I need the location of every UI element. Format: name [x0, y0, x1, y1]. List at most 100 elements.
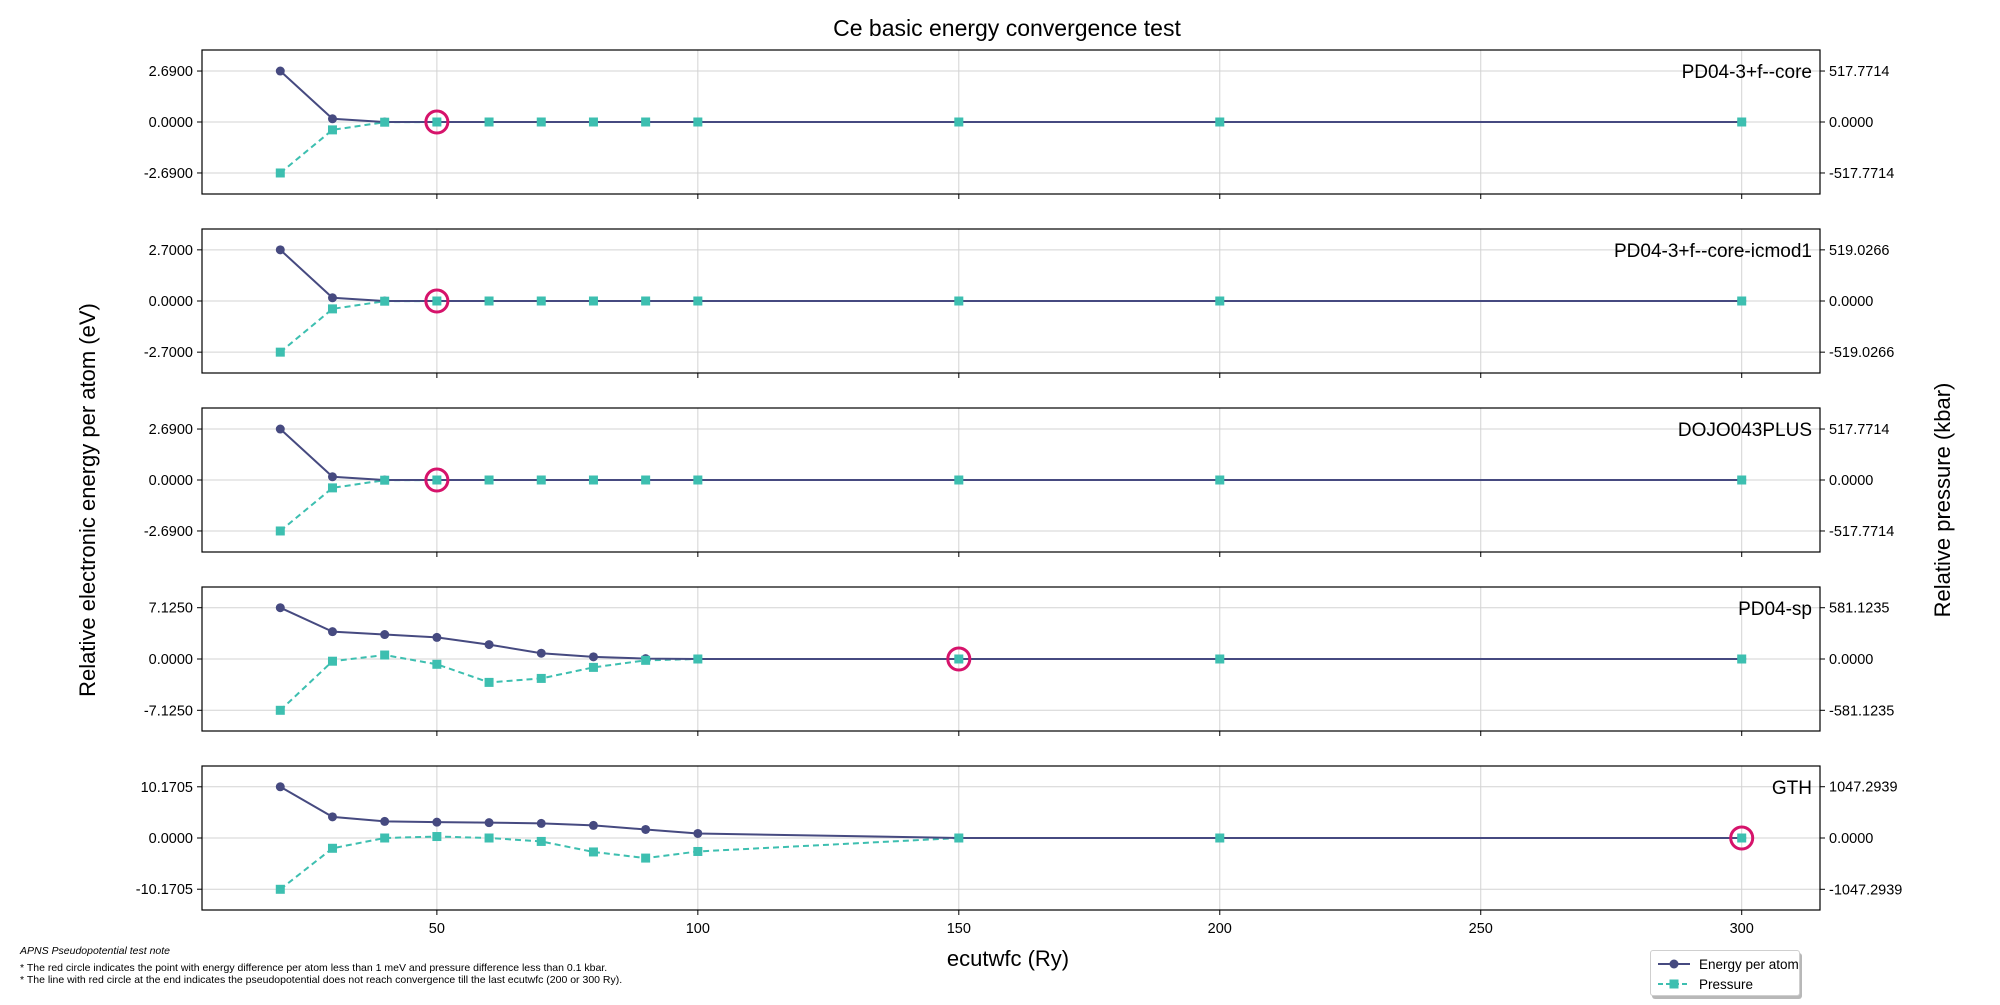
pressure-point — [1215, 833, 1225, 843]
pressure-point — [484, 117, 494, 127]
pressure-line — [279, 121, 1742, 174]
panel-frame — [201, 586, 1821, 732]
pressure-point — [327, 656, 337, 666]
pressure-point — [1215, 654, 1225, 664]
panel-label: GTH — [1772, 778, 1812, 799]
energy-point — [275, 424, 285, 434]
pressure-point — [380, 475, 390, 485]
pressure-point — [536, 475, 546, 485]
x-axis-label: ecutwfc (Ry) — [947, 946, 1069, 971]
y-tick-label-left: -10.1705 — [136, 882, 193, 898]
energy-point — [641, 824, 651, 834]
x-tick-label: 100 — [686, 921, 710, 937]
pressure-point — [484, 833, 494, 843]
y-tick-label-left: 2.6900 — [149, 422, 193, 438]
pressure-point — [536, 296, 546, 306]
convergence-marker — [424, 467, 450, 493]
legend-item-pressure: Pressure — [1657, 975, 1753, 993]
y-tick-label-right: 1047.2939 — [1829, 780, 1898, 796]
pressure-point — [327, 125, 337, 135]
pressure-point — [954, 833, 964, 843]
panel-frame — [201, 228, 1821, 374]
pressure-point — [588, 296, 598, 306]
legend-item-energy: Energy per atom — [1657, 955, 1799, 973]
y-tick-label-right: 517.7714 — [1829, 422, 1889, 438]
pressure-point — [693, 846, 703, 856]
energy-line — [279, 785, 1742, 839]
note-line-2: * The line with red circle at the end in… — [20, 974, 623, 986]
energy-point — [588, 820, 598, 830]
energy-line — [279, 606, 1742, 660]
convergence-marker — [424, 109, 450, 135]
pressure-point — [693, 654, 703, 664]
note-heading: APNS Pseudopotential test note — [20, 945, 171, 957]
legend-energy-marker — [1658, 959, 1690, 969]
y-tick-label-right: 0.0000 — [1829, 473, 1873, 489]
pressure-point — [588, 662, 598, 672]
panel-5: 10.1705 0.0000 -10.1705 1047.2939 0.0000 -104… — [136, 765, 1902, 937]
panel-label: PD04-3+f--core — [1682, 62, 1812, 83]
energy-point — [327, 472, 337, 482]
x-tick-label: 300 — [1730, 921, 1754, 937]
energy-line — [279, 249, 1742, 302]
pressure-point — [380, 117, 390, 127]
pressure-point — [536, 673, 546, 683]
y-tick-label-left: -2.6900 — [144, 166, 193, 182]
energy-point — [484, 640, 494, 650]
y-tick-label-right: 519.0266 — [1829, 243, 1889, 259]
pressure-point — [693, 117, 703, 127]
pressure-point — [588, 117, 598, 127]
energy-line — [279, 70, 1742, 123]
y-axis-label-left: Relative electronic energy per atom (eV) — [75, 303, 100, 697]
pressure-point — [1737, 475, 1747, 485]
pressure-point — [693, 475, 703, 485]
pressure-point — [1215, 117, 1225, 127]
pressure-point — [588, 475, 598, 485]
pressure-point — [484, 296, 494, 306]
y-tick-label-right: 581.1235 — [1829, 601, 1889, 617]
energy-point — [327, 812, 337, 822]
pressure-point — [954, 654, 964, 664]
y-tick-label-right: 517.7714 — [1829, 64, 1889, 80]
pressure-line — [279, 479, 1742, 532]
pressure-point — [1737, 833, 1747, 843]
y-tick-label-left: 0.0000 — [149, 473, 193, 489]
energy-point — [693, 828, 703, 838]
pressure-point — [641, 475, 651, 485]
energy-point — [432, 817, 442, 827]
energy-point — [588, 652, 598, 662]
pressure-point — [641, 655, 651, 665]
y-tick-label-right: 0.0000 — [1829, 294, 1873, 310]
energy-line — [279, 428, 1742, 481]
panel-frame — [201, 407, 1821, 553]
x-tick-label: 250 — [1469, 921, 1493, 937]
pressure-point — [432, 659, 442, 669]
x-tick-label: 150 — [947, 921, 971, 937]
pressure-line — [279, 835, 1742, 891]
panel-3: 2.6900 0.0000 -2.6900 517.7714 0.0000 -517.77… — [144, 407, 1894, 557]
y-tick-label-left: -2.6900 — [144, 524, 193, 540]
y-tick-label-right: -581.1235 — [1829, 703, 1894, 719]
x-tick-label: 50 — [429, 921, 445, 937]
x-tick-label: 200 — [1208, 921, 1232, 937]
pressure-line — [279, 300, 1742, 353]
energy-point — [484, 818, 494, 828]
y-tick-label-left: 0.0000 — [149, 831, 193, 847]
pressure-point — [536, 836, 546, 846]
y-axis-label-right: Relative pressure (kbar) — [1930, 383, 1955, 618]
y-tick-label-right: -1047.2939 — [1829, 882, 1902, 898]
pressure-point — [588, 847, 598, 857]
panel-label: DOJO043PLUS — [1678, 420, 1812, 441]
y-tick-label-left: -7.1250 — [144, 703, 193, 719]
energy-point — [275, 66, 285, 76]
panel-frame — [201, 49, 1821, 195]
chart-title: Ce basic energy convergence test — [833, 15, 1181, 41]
y-tick-label-right: -517.7714 — [1829, 166, 1894, 182]
pressure-point — [327, 483, 337, 493]
panel-label: PD04-sp — [1738, 599, 1812, 620]
pressure-point — [275, 705, 285, 715]
energy-point — [380, 816, 390, 826]
energy-point — [275, 245, 285, 255]
